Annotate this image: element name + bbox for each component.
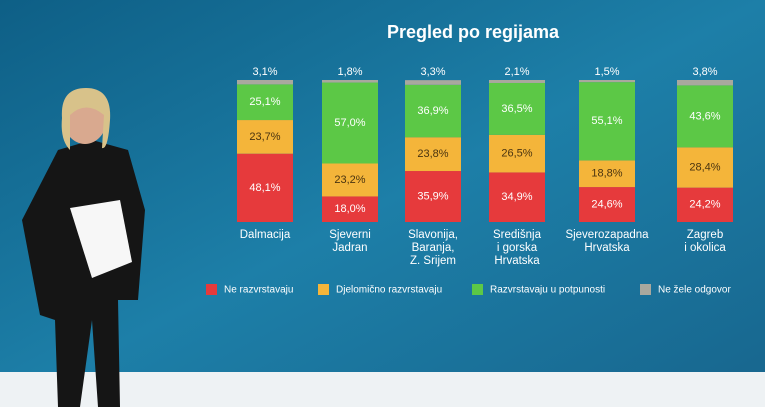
value-label: 26,5% bbox=[501, 148, 532, 160]
x-tick-label: Zagreb i okolica bbox=[684, 229, 726, 254]
bar-segment bbox=[579, 82, 635, 161]
value-label: 18,0% bbox=[334, 203, 365, 215]
value-label: 23,8% bbox=[417, 148, 448, 160]
floor bbox=[0, 372, 765, 407]
bar-segment bbox=[237, 84, 293, 121]
value-label: 2,1% bbox=[504, 66, 529, 78]
bar-segment bbox=[677, 80, 733, 86]
bar-segment bbox=[405, 80, 461, 85]
legend-swatch bbox=[206, 284, 217, 295]
legend-swatch bbox=[318, 284, 329, 295]
bar-segment bbox=[405, 171, 461, 222]
bar-segment bbox=[237, 80, 293, 85]
bar-segment bbox=[579, 80, 635, 83]
bar-segment bbox=[677, 85, 733, 148]
value-label: 43,6% bbox=[689, 110, 720, 122]
bar-segment bbox=[405, 84, 461, 138]
value-label: 25,1% bbox=[249, 96, 280, 108]
legend-label: Djelomično razvrstavaju bbox=[336, 285, 442, 296]
x-tick-label: Sjeverni Jadran bbox=[329, 229, 371, 254]
bar-segment bbox=[677, 147, 733, 188]
value-label: 3,1% bbox=[252, 66, 277, 78]
legend-label: Ne žele odgovor bbox=[658, 285, 731, 296]
value-label: 3,8% bbox=[692, 66, 717, 78]
bar-segment bbox=[489, 172, 545, 222]
chart-title: Pregled po regijama bbox=[387, 22, 560, 42]
bar-segment bbox=[322, 80, 378, 83]
value-label: 48,1% bbox=[249, 182, 280, 194]
bar-segment bbox=[579, 160, 635, 188]
presenter bbox=[22, 88, 145, 407]
bar-segment bbox=[489, 134, 545, 173]
bar-segment bbox=[322, 163, 378, 197]
x-tick-label: Dalmacija bbox=[240, 229, 291, 241]
legend-label: Ne razvrstavaju bbox=[224, 285, 293, 296]
value-label: 57,0% bbox=[334, 117, 365, 129]
value-label: 1,8% bbox=[337, 66, 362, 78]
value-label: 34,9% bbox=[501, 191, 532, 203]
value-label: 1,5% bbox=[594, 66, 619, 78]
x-tick-label: Slavonija, Baranja, Z. Srijem bbox=[408, 229, 458, 267]
x-tick-label: Središnja i gorska Hrvatska bbox=[493, 229, 542, 267]
bar-segment bbox=[677, 187, 733, 222]
bar-segment bbox=[322, 196, 378, 222]
bar-segment bbox=[489, 82, 545, 135]
value-label: 55,1% bbox=[591, 115, 622, 127]
bar-segment bbox=[405, 137, 461, 172]
bar-segment bbox=[237, 153, 293, 222]
value-label: 24,6% bbox=[591, 198, 622, 210]
legend-swatch bbox=[640, 284, 651, 295]
bar-segment bbox=[322, 82, 378, 164]
value-label: 18,8% bbox=[591, 168, 622, 180]
value-label: 36,5% bbox=[501, 103, 532, 115]
legend-label: Razvrstavaju u potpunosti bbox=[490, 285, 605, 296]
value-label: 23,2% bbox=[334, 174, 365, 186]
legend-swatch bbox=[472, 284, 483, 295]
x-tick-label: Sjeverozapadna Hrvatska bbox=[565, 229, 649, 254]
value-label: 23,7% bbox=[249, 131, 280, 143]
bar-segment bbox=[579, 187, 635, 222]
value-label: 35,9% bbox=[417, 190, 448, 202]
value-label: 36,9% bbox=[417, 105, 448, 117]
value-label: 28,4% bbox=[689, 161, 720, 173]
value-label: 24,2% bbox=[689, 199, 720, 211]
bar-segment bbox=[237, 120, 293, 154]
value-label: 3,3% bbox=[420, 66, 445, 78]
bar-segment bbox=[489, 80, 545, 83]
